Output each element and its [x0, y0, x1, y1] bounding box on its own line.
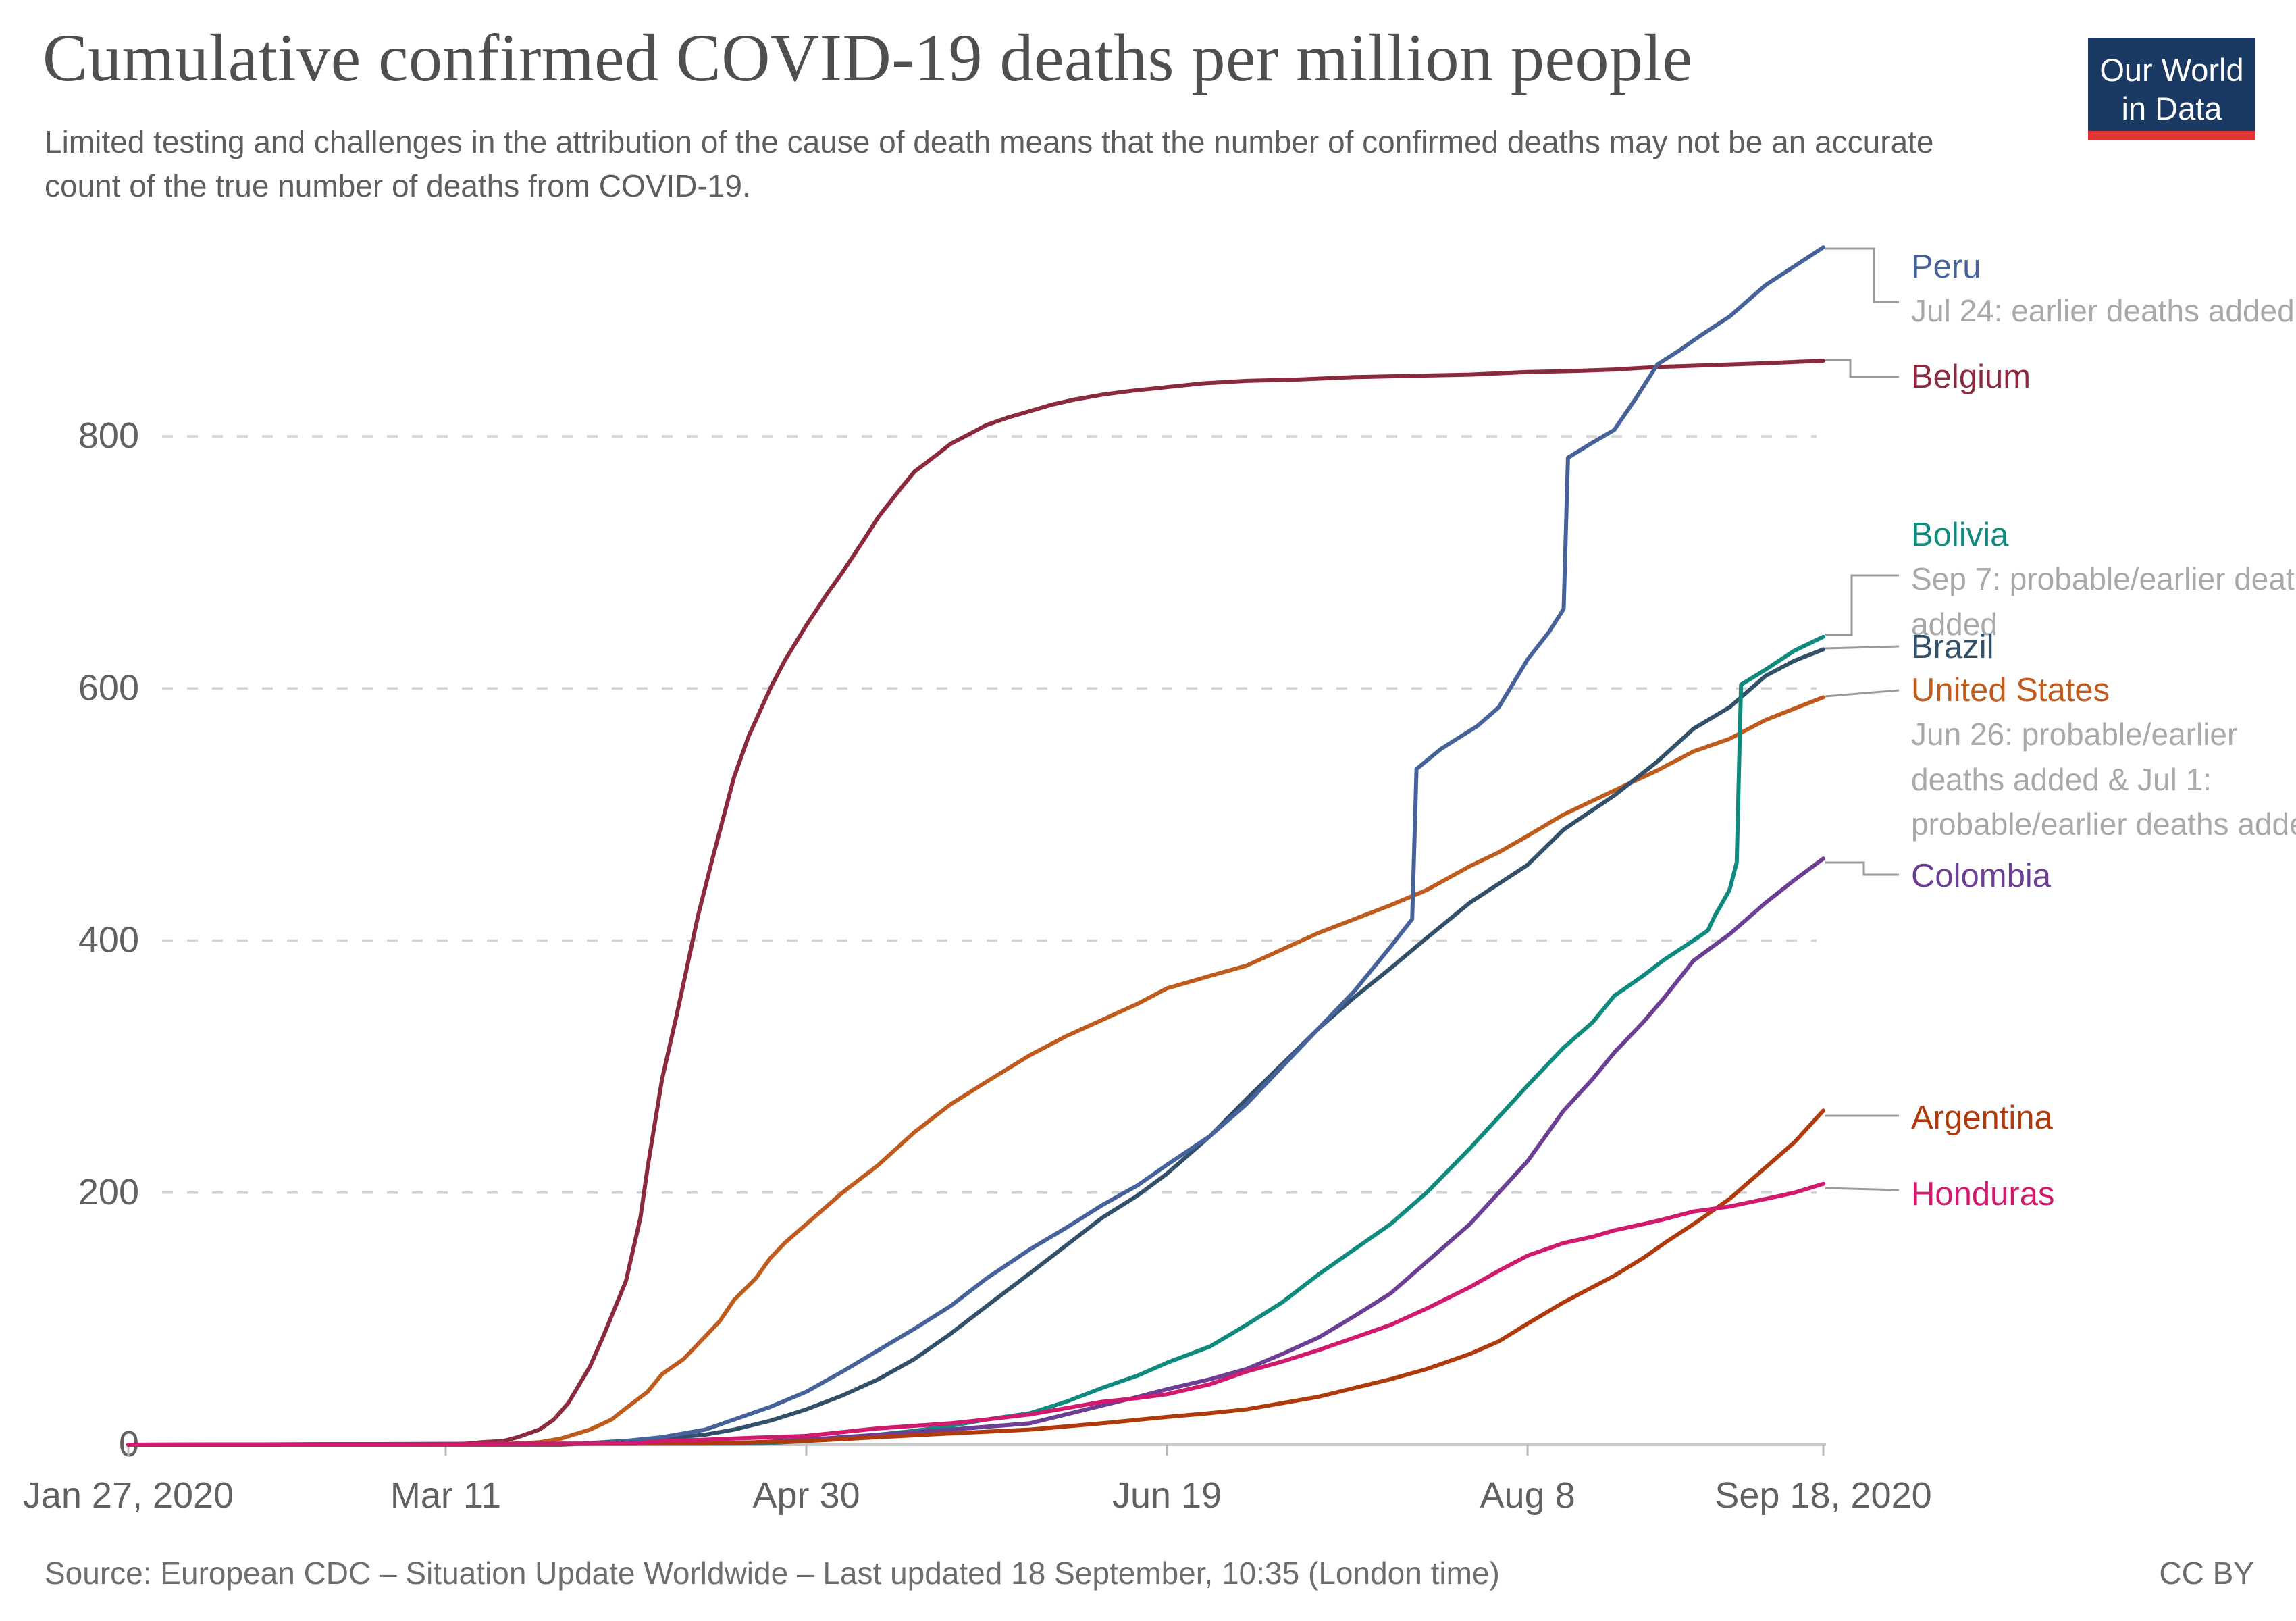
x-tick-label-Jan 27, 2020: Jan 27, 2020 [23, 1475, 234, 1516]
page-subtitle: Limited testing and challenges in the at… [45, 124, 1934, 204]
legend-connector-bolivia [1825, 574, 1899, 636]
legend-note-peru: Jul 24: earlier deaths added [1911, 292, 2295, 328]
legend-entry-honduras: Honduras [1911, 1176, 2296, 1213]
source-note: Source: European CDC – Situation Update … [45, 1555, 1500, 1591]
owid-logo-red-bar [2088, 131, 2255, 140]
legend-label-honduras[interactable]: Honduras [1911, 1176, 2055, 1212]
legend-connector-honduras [1825, 1187, 1900, 1191]
x-tick-label-Mar 11: Mar 11 [390, 1475, 501, 1516]
line-bolivia [126, 634, 1825, 1447]
line-brazil [126, 647, 1825, 1447]
y-tick-label-600: 600 [78, 667, 139, 708]
line-argentina [126, 1108, 1825, 1447]
legend-note-bolivia: Sep 7: probable/earlier deaths added [1911, 561, 2296, 642]
legend-entry-argentina: Argentina [1911, 1100, 2296, 1137]
legend-label-united-states[interactable]: United States [1911, 672, 2110, 709]
x-tick-label-Sep 18, 2020: Sep 18, 2020 [1715, 1475, 1931, 1516]
legend-label-bolivia[interactable]: Bolivia [1911, 517, 2009, 553]
legend-entry-united-states: United States Jun 26: probable/earlier de… [1911, 672, 2296, 847]
x-tick-label-Apr 30: Apr 30 [752, 1475, 860, 1516]
y-tick-label-800: 800 [78, 415, 139, 456]
legend-connector-peru [1825, 247, 1899, 303]
y-tick-label-400: 400 [78, 920, 139, 960]
legend-entry-colombia: Colombia [1911, 858, 2296, 895]
legend-label-argentina[interactable]: Argentina [1911, 1100, 2053, 1136]
line-honduras [126, 1181, 1825, 1447]
legend-entry-bolivia: Bolivia Sep 7: probable/earlier deaths ad… [1911, 517, 2296, 646]
line-peru [126, 245, 1825, 1447]
y-tick-label-200: 200 [78, 1172, 139, 1212]
license-link[interactable]: CC BY [2159, 1555, 2254, 1591]
x-tick-label-Jun 19: Jun 19 [1112, 1475, 1222, 1516]
owid-logo-text: Our World in Data [2099, 51, 2243, 128]
x-tick-label-Aug 8: Aug 8 [1480, 1475, 1575, 1516]
legend-connector-belgium [1825, 359, 1899, 378]
legend-entry-peru: Peru Jul 24: earlier deaths added [1911, 249, 2296, 334]
legend-entry-brazil: Brazil [1911, 629, 2296, 666]
owid-logo-line2: in Data [2121, 91, 2222, 126]
legend-label-peru[interactable]: Peru [1911, 249, 1981, 285]
owid-logo[interactable]: Our World in Data [2088, 38, 2255, 140]
owid-logo-line1: Our World [2099, 51, 2244, 88]
legend-label-brazil[interactable]: Brazil [1911, 629, 1994, 665]
line-united-states [126, 695, 1825, 1447]
legend-note-united-states: Jun 26: probable/earlier deaths added & … [1911, 716, 2296, 842]
legend-connector-brazil [1825, 645, 1900, 650]
legend-connector-united-states [1825, 689, 1900, 698]
legend-label-colombia[interactable]: Colombia [1911, 858, 2051, 894]
line-belgium [126, 359, 1825, 1447]
legend-entry-belgium: Belgium [1911, 359, 2296, 396]
legend-connector-colombia [1825, 861, 1899, 876]
page-title: Cumulative confirmed COVID-19 deaths per… [43, 20, 1693, 95]
line-colombia [126, 856, 1825, 1447]
legend-label-belgium[interactable]: Belgium [1911, 359, 2031, 395]
